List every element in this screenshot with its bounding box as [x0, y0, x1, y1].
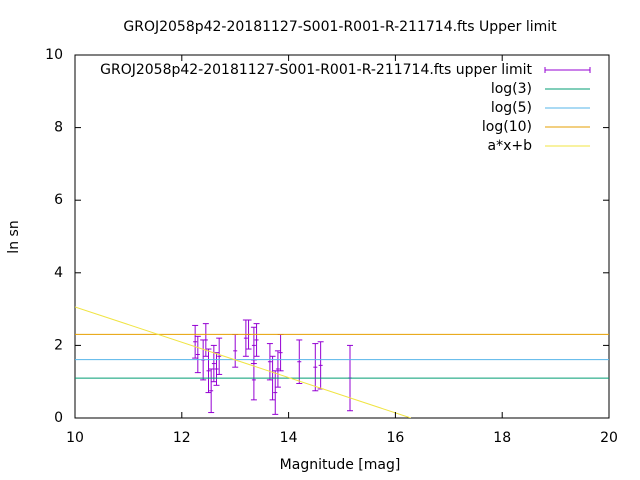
fit-line — [75, 306, 412, 418]
x-tick-label: 16 — [386, 430, 404, 446]
y-tick-label: 4 — [54, 265, 63, 281]
chart-title: GROJ2058p42-20181127-S001-R001-R-211714.… — [123, 19, 557, 35]
legend-label: log(3) — [491, 81, 532, 97]
y-axis-label: ln sn — [6, 220, 22, 253]
x-tick-label: 10 — [66, 430, 84, 446]
error-bar — [232, 334, 239, 368]
error-bar — [274, 350, 281, 388]
error-bar — [210, 344, 217, 383]
error-bar — [192, 324, 199, 359]
error-bar — [216, 337, 223, 375]
error-bar — [250, 326, 257, 365]
y-tick-label: 2 — [54, 337, 63, 353]
error-bar — [213, 352, 220, 386]
plot-area — [75, 306, 609, 418]
error-bar — [208, 368, 215, 414]
y-tick-label: 8 — [54, 120, 63, 136]
legend-label: log(10) — [482, 119, 532, 135]
error-bar — [205, 348, 212, 394]
error-bar — [194, 335, 201, 374]
y-tick-label: 10 — [45, 47, 63, 63]
error-bar — [266, 343, 273, 381]
error-bar — [317, 341, 324, 390]
legend-label: log(5) — [491, 100, 532, 116]
x-tick-label: 12 — [173, 430, 191, 446]
y-tick-label: 0 — [54, 410, 63, 426]
error-bar — [277, 334, 284, 372]
plot-border — [74, 54, 610, 419]
error-bar — [253, 323, 260, 357]
error-bar — [272, 370, 279, 415]
x-tick-label: 18 — [493, 430, 511, 446]
x-tick-label: 20 — [600, 430, 618, 446]
error-bar — [312, 343, 319, 392]
legend-label: GROJ2058p42-20181127-S001-R001-R-211714.… — [100, 62, 532, 78]
error-bar — [242, 319, 249, 357]
x-tick-label: 14 — [280, 430, 298, 446]
x-axis-label: Magnitude [mag] — [280, 457, 401, 473]
error-bar — [202, 323, 209, 357]
legend: GROJ2058p42-20181127-S001-R001-R-211714.… — [100, 62, 591, 154]
y-tick-label: 6 — [54, 192, 63, 208]
error-bar — [296, 339, 303, 385]
legend-label: a*x+b — [488, 138, 533, 154]
